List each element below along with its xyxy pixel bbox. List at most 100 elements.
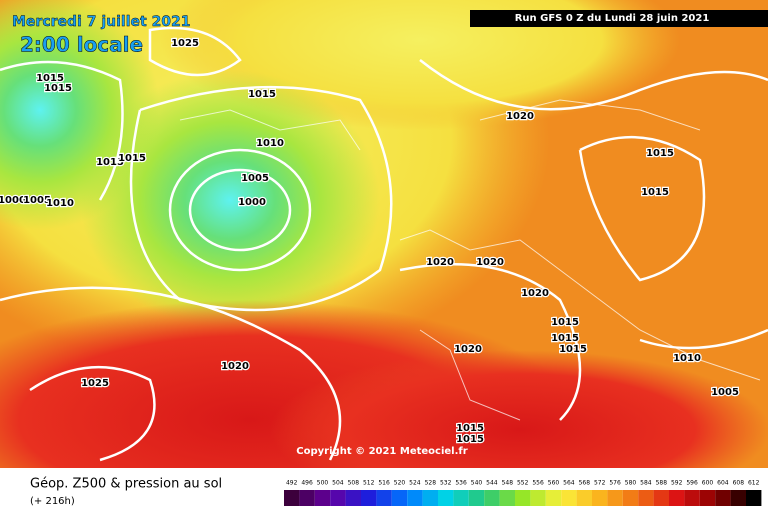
footer-lead: (+ 216h) [30, 496, 75, 507]
scale-label: 520 [394, 480, 406, 487]
scale-swatch [545, 490, 562, 506]
scale-label: 536 [455, 480, 467, 487]
isobar-labels: 1025101510151015101010151015100510001005… [0, 37, 740, 447]
scale-label: 592 [671, 480, 683, 487]
scale-swatch [684, 490, 700, 506]
scale-label: 512 [363, 480, 375, 487]
scale-label: 612 [748, 480, 760, 487]
scale-swatch [638, 490, 654, 506]
scale-swatch [407, 490, 423, 506]
isobar-label: 1020 [476, 257, 504, 268]
run-label: Run GFS 0 Z du Lundi 28 juin 2021 [515, 13, 710, 24]
scale-swatch [361, 490, 377, 506]
isobar-label: 1010 [256, 138, 284, 149]
scale-label: 500 [317, 480, 329, 487]
scale-label: 564 [563, 480, 575, 487]
footer-title: Géop. Z500 & pression au sol [30, 477, 222, 492]
isobar-label: 1020 [454, 344, 482, 355]
isobar-label: 1015 [551, 333, 579, 344]
isobar-label: 1020 [426, 257, 454, 268]
scale-swatch [715, 490, 731, 506]
isobar-label: 1010 [673, 353, 701, 364]
scale-swatch [669, 490, 685, 506]
scale-label: 580 [625, 480, 637, 487]
scale-label: 552 [517, 480, 529, 487]
time-label: 2:00 locale [20, 33, 143, 57]
isobar-label: 1015 [646, 148, 674, 159]
isobar-label: 1000 [0, 195, 26, 206]
scale-swatch [561, 490, 577, 506]
scale-label: 576 [609, 480, 621, 487]
isobar-label: 1000 [238, 197, 266, 208]
isobar-label: 1015 [559, 344, 587, 355]
isobar-label: 1015 [44, 83, 72, 94]
scale-label: 584 [640, 480, 652, 487]
isobar-label: 1015 [551, 317, 579, 328]
isobar-label: 1010 [46, 198, 74, 209]
scale-swatch [438, 490, 454, 506]
isobar-label: 1015 [456, 434, 484, 445]
copyright: Copyright © 2021 Meteociel.fr [296, 446, 467, 457]
scale-label: 540 [471, 480, 483, 487]
scale-label: 588 [656, 480, 668, 487]
scale-label: 560 [548, 480, 560, 487]
isobar-label: 1015 [96, 157, 124, 168]
isobar-label: 1020 [221, 361, 249, 372]
scale-label: 504 [332, 480, 344, 487]
scale-swatch [468, 490, 485, 506]
isobar-label: 1025 [81, 378, 109, 389]
scale-label: 516 [378, 480, 390, 487]
isobar-label: 1020 [521, 288, 549, 299]
scale-label: 604 [717, 480, 729, 487]
scale-swatch [453, 490, 469, 506]
isobar-label: 1015 [641, 187, 669, 198]
scale-label: 528 [425, 480, 437, 487]
scale-swatch [330, 490, 346, 506]
scale-swatch [391, 490, 408, 506]
scale-label: 548 [502, 480, 514, 487]
scale-label: 600 [702, 480, 714, 487]
scale-swatch [376, 490, 392, 506]
scale-swatch [592, 490, 608, 506]
scale-label: 596 [686, 480, 698, 487]
scale-swatch [607, 490, 623, 506]
isobar-label: 1020 [506, 111, 534, 122]
scale-swatch [730, 490, 746, 506]
scale-label: 572 [594, 480, 606, 487]
isobar-label: 1015 [248, 89, 276, 100]
isobar-label: 1025 [171, 38, 199, 49]
scale-swatch [499, 490, 515, 506]
scale-swatch [515, 490, 531, 506]
scale-label: 496 [301, 480, 313, 487]
isobar-label: 1015 [456, 423, 484, 434]
scale-swatch [699, 490, 716, 506]
scale-label: 544 [486, 480, 498, 487]
isobar-label: 1005 [23, 195, 51, 206]
isobar-label: 1015 [36, 73, 64, 84]
scale-label: 608 [733, 480, 745, 487]
scale-swatch [622, 490, 639, 506]
isobar-label: 1005 [711, 387, 739, 398]
isobar-label: 1005 [241, 173, 269, 184]
scale-swatch [299, 490, 315, 506]
color-scale: 492 496 500 504 508 512 516 520 524 528 532 536 540 5… [284, 480, 762, 506]
scale-swatch [422, 490, 438, 506]
isobar-label: 1015 [118, 153, 146, 164]
scale-swatch [746, 490, 762, 506]
run-box [470, 10, 768, 27]
scale-swatch [345, 490, 361, 506]
scale-label: 524 [409, 480, 421, 487]
scale-swatch [576, 490, 592, 506]
scale-swatch [284, 490, 300, 506]
scale-swatch [653, 490, 669, 506]
scale-label: 492 [286, 480, 298, 487]
scale-swatch [530, 490, 546, 506]
scale-swatch [484, 490, 500, 506]
scale-label: 568 [579, 480, 591, 487]
scale-label: 508 [348, 480, 360, 487]
scale-swatch [314, 490, 331, 506]
scale-label: 532 [440, 480, 452, 487]
scale-label: 556 [532, 480, 544, 487]
